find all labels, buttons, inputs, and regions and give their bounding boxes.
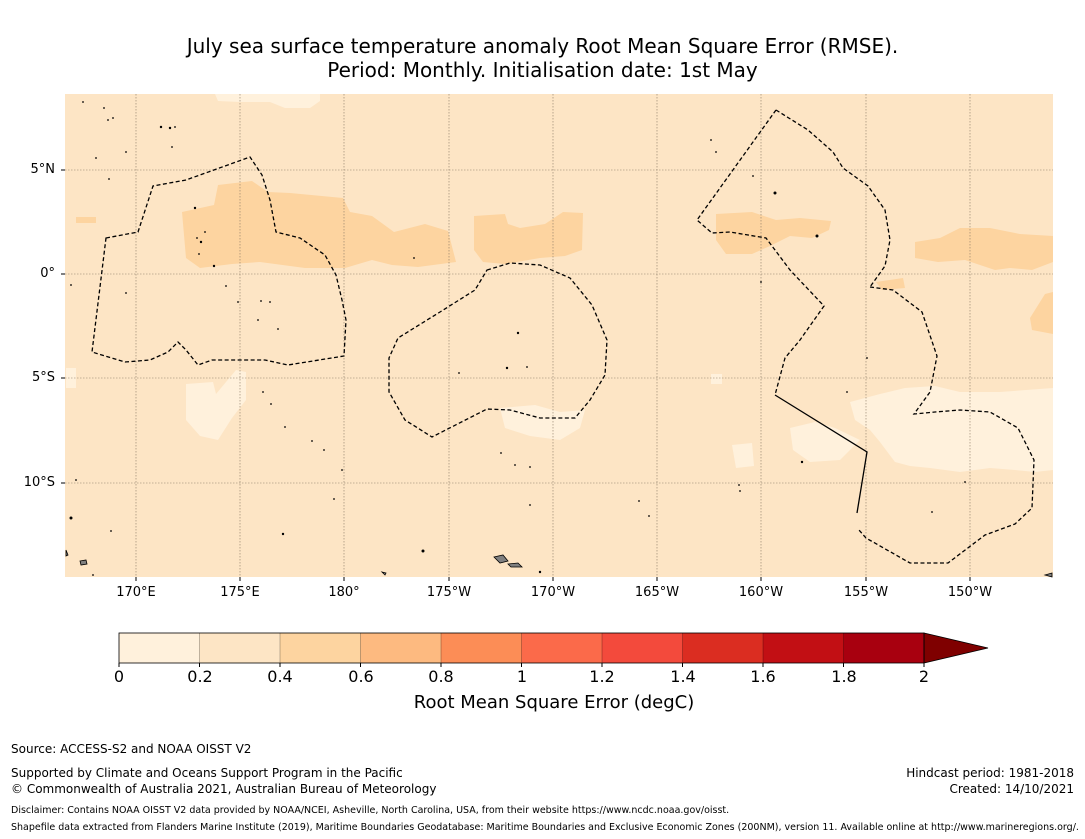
graticule [65,94,1053,577]
shapefile-note: Shapefile data extracted from Flanders M… [11,822,1079,833]
hindcast-period: Hindcast period: 1981-2018 [906,766,1074,780]
colorbar-tick: 0.4 [267,667,293,686]
island-samoa-east [507,562,523,568]
colorbar-bin [843,633,925,663]
lat-label-5s: 5°S [31,370,55,385]
colorbar-tick: 0.8 [428,667,454,686]
colorbar-bin [763,633,844,663]
colorbar [118,632,989,667]
islands [65,549,1053,578]
lon-label-170w: 170°W [530,585,576,600]
eez-boundary-kiribati-line [696,109,825,396]
colorbar-bin [119,633,200,663]
lon-label-175e: 175°E [220,585,260,600]
eez-boundaries [91,109,1035,564]
lon-label-165w: 165°W [634,585,680,600]
eez-boundary-central [388,262,608,438]
disclaimer-note: Disclaimer: Contains NOAA OISST V2 data … [11,805,730,816]
colorbar-tick: 1.2 [589,667,615,686]
colorbar-label: Root Mean Square Error (degC) [413,692,695,713]
lon-label-170e: 170°E [116,585,156,600]
eez-boundary-east-south [858,286,1035,564]
lon-label-175w: 175°W [426,585,472,600]
lat-label-10s: 10°S [23,475,55,490]
colorbar-tick: 0 [113,667,125,686]
eez-boundary-east-north [775,109,891,288]
source-note: Source: ACCESS-S2 and NOAA OISST V2 [11,742,252,756]
lat-label-0: 0° [40,266,55,281]
map-ocean-base [65,94,1053,577]
colorbar-bin [199,633,281,663]
colorbar-bin [360,633,442,663]
map-title-line-1: July sea surface temperature anomaly Roo… [186,34,899,58]
island-samoa [493,554,509,564]
colorbar-tick: 0.2 [187,667,213,686]
lon-label-150w: 150°W [947,585,993,600]
lon-label-155w: 155°W [843,585,889,600]
colorbar-bin [521,633,603,663]
colorbar-tick: 1.8 [831,667,857,686]
eez-boundary-solid [774,394,868,514]
colorbar-tick: 1.6 [750,667,776,686]
colorbar-tick: 1 [516,667,528,686]
colorbar-bin [682,633,764,663]
colorbar-tick: 1.4 [670,667,696,686]
colorbar-tick: 2 [918,667,930,686]
eez-boundary-west [91,156,347,366]
lat-label-5n: 5°N [30,162,56,177]
support-note: Supported by Climate and Oceans Support … [11,766,403,780]
lon-label-180: 180° [328,585,360,600]
lon-label-160w: 160°W [738,585,784,600]
rmse-band-light [66,94,1053,472]
colorbar-bin [280,633,361,663]
axis-ticks [61,169,971,581]
colorbar-extend-arrow [923,632,989,664]
copyright-note: © Commonwealth of Australia 2021, Austra… [11,782,437,796]
atoll-dots [69,101,966,576]
colorbar-tick: 0.6 [348,667,374,686]
colorbar-bin [602,633,683,663]
colorbar-bin [441,633,522,663]
rmse-band-mid [76,181,1053,334]
created-date: Created: 14/10/2021 [949,782,1074,796]
map-title-line-2: Period: Monthly. Initialisation date: 1s… [327,58,758,82]
